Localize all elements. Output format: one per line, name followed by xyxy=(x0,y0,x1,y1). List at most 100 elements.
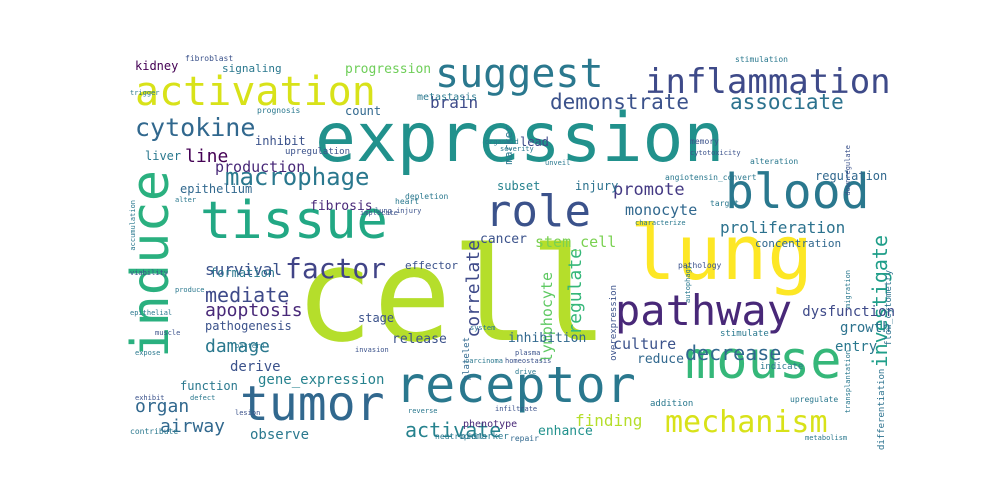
word-alter: alter xyxy=(175,196,197,204)
word-progression: progression xyxy=(345,62,432,77)
word-contribute: contribute xyxy=(130,427,179,436)
word-brain: brain xyxy=(430,93,479,112)
word-signaling: signaling xyxy=(222,62,282,75)
word-characterize: characterize xyxy=(635,219,686,227)
word-role: role xyxy=(485,186,591,237)
word-damage: damage xyxy=(205,336,271,357)
word-subset: subset xyxy=(497,179,541,193)
word-expose: expose xyxy=(135,349,161,357)
word-phenotype: phenotype xyxy=(463,419,518,430)
word-viability: viability xyxy=(130,269,168,277)
word-downregulate: downregulate xyxy=(844,145,852,196)
word-depletion: depletion xyxy=(405,192,449,201)
word-indicate: indicate xyxy=(760,362,804,372)
word-biomarker: biomarker xyxy=(460,432,509,442)
word-factor: factor xyxy=(285,252,387,285)
word-lymphocyte: lymphocyte xyxy=(538,272,556,363)
word-lead: lead xyxy=(520,135,549,149)
word-tissue: tissue xyxy=(200,191,388,251)
word-reverse: reverse xyxy=(408,407,438,415)
word-stimulate: stimulate xyxy=(720,329,769,339)
word-target: target xyxy=(710,199,739,208)
word-lung-injury: lung_injury xyxy=(375,207,422,215)
word-associate: associate xyxy=(730,90,844,114)
word-migration: migration xyxy=(844,270,852,308)
word-heart: heart xyxy=(395,197,420,206)
word-function: function xyxy=(180,379,238,393)
word-cytokine: cytokine xyxy=(135,113,256,142)
word-blood: blood xyxy=(725,164,870,220)
word-repair: repair xyxy=(510,434,539,443)
word-inflammation: inflammation xyxy=(645,62,891,102)
word-entry: entry xyxy=(835,339,878,355)
word-inhibition: inhibition xyxy=(508,331,587,346)
word-carcinoma: carcinoma xyxy=(465,357,503,365)
word-mouse: mouse xyxy=(685,331,842,391)
word-count: count xyxy=(345,104,382,118)
word-exhibit: exhibit xyxy=(135,394,165,402)
word-macrophage: macrophage xyxy=(225,163,370,191)
word-derive: derive xyxy=(230,359,281,375)
word-demonstrate: demonstrate xyxy=(550,90,690,114)
word-drive: drive xyxy=(515,368,537,376)
word-stem-cell: stem_cell xyxy=(535,233,617,251)
word-stimulation: stimulation xyxy=(735,55,788,64)
word-organ: organ xyxy=(135,396,190,417)
word-memory: memory xyxy=(690,137,719,146)
word-formation: formation xyxy=(210,266,276,280)
word-pathway: pathway xyxy=(615,286,793,335)
word-differentiation: differentiation xyxy=(877,368,887,450)
word-concentration: concentration xyxy=(755,237,842,250)
word-observe: observe xyxy=(250,427,310,443)
word-severity: severity xyxy=(500,145,534,153)
word-decrease: decrease xyxy=(685,341,782,365)
word-epithelial: epithelial xyxy=(130,309,173,317)
word-gene-expression: gene_expression xyxy=(258,372,385,388)
word-cloud: cell expression lung tissue receptor mouse blo… xyxy=(125,50,895,450)
word-unveil: unveil xyxy=(545,159,571,167)
word-tumor: tumor xyxy=(240,376,385,432)
word-production: production xyxy=(215,158,306,176)
word-dysfunction: dysfunction xyxy=(802,304,895,320)
word-finding: finding xyxy=(575,411,643,430)
word-promote: promote xyxy=(613,180,685,200)
word-invasion: invasion xyxy=(355,346,389,354)
word-pathology: pathology xyxy=(678,261,722,270)
word-injury: injury xyxy=(575,179,619,193)
word-enhance: enhance xyxy=(538,424,593,439)
word-upregulation: upregulation xyxy=(285,147,351,157)
word-neutrophil: neutrophil xyxy=(435,432,484,441)
word-homeostasis: homeostasis xyxy=(505,357,552,365)
word-system: system xyxy=(470,324,496,332)
word-regulation: regulation xyxy=(815,169,888,183)
word-lung: lung xyxy=(630,208,814,297)
word-plasma: plasma xyxy=(515,349,541,357)
word-activate: activate xyxy=(405,418,502,442)
word-liver: liver xyxy=(145,149,182,163)
word-fibrosis: fibrosis xyxy=(310,199,373,214)
word-angiotensin-convert: angiotensin_convert xyxy=(665,173,757,182)
word-pathogenesis: pathogenesis xyxy=(205,319,292,333)
word-infiltrate: infiltrate xyxy=(495,405,538,413)
word-inhibit: inhibit xyxy=(255,134,306,148)
word-upregulate: upregulate xyxy=(790,395,839,404)
word-line: line xyxy=(185,146,229,167)
word-airway: airway xyxy=(160,416,226,437)
word-receptor: receptor xyxy=(395,356,636,414)
word-growth: growth xyxy=(840,320,891,336)
word-muscle: muscle xyxy=(155,329,181,337)
word-cytotoxicity: cytotoxicity xyxy=(690,149,741,157)
word-implicate: implicate xyxy=(360,209,398,217)
word-autophagy: autophagy xyxy=(684,265,692,303)
word-accumulation: accumulation xyxy=(129,200,137,251)
word-lesion: lesion xyxy=(235,409,261,417)
word-prognosis: prognosis xyxy=(257,106,301,115)
word-culture: culture xyxy=(613,335,677,353)
word-fibroblast: fibroblast xyxy=(185,54,234,63)
word-mediate: mediate xyxy=(205,283,290,307)
word-pattern: pattern xyxy=(235,342,265,350)
word-effector: effector xyxy=(405,259,458,272)
word-release: release xyxy=(392,332,447,347)
word-metastasis: metastasis xyxy=(417,92,478,103)
word-overexpression: overexpression xyxy=(609,285,619,361)
